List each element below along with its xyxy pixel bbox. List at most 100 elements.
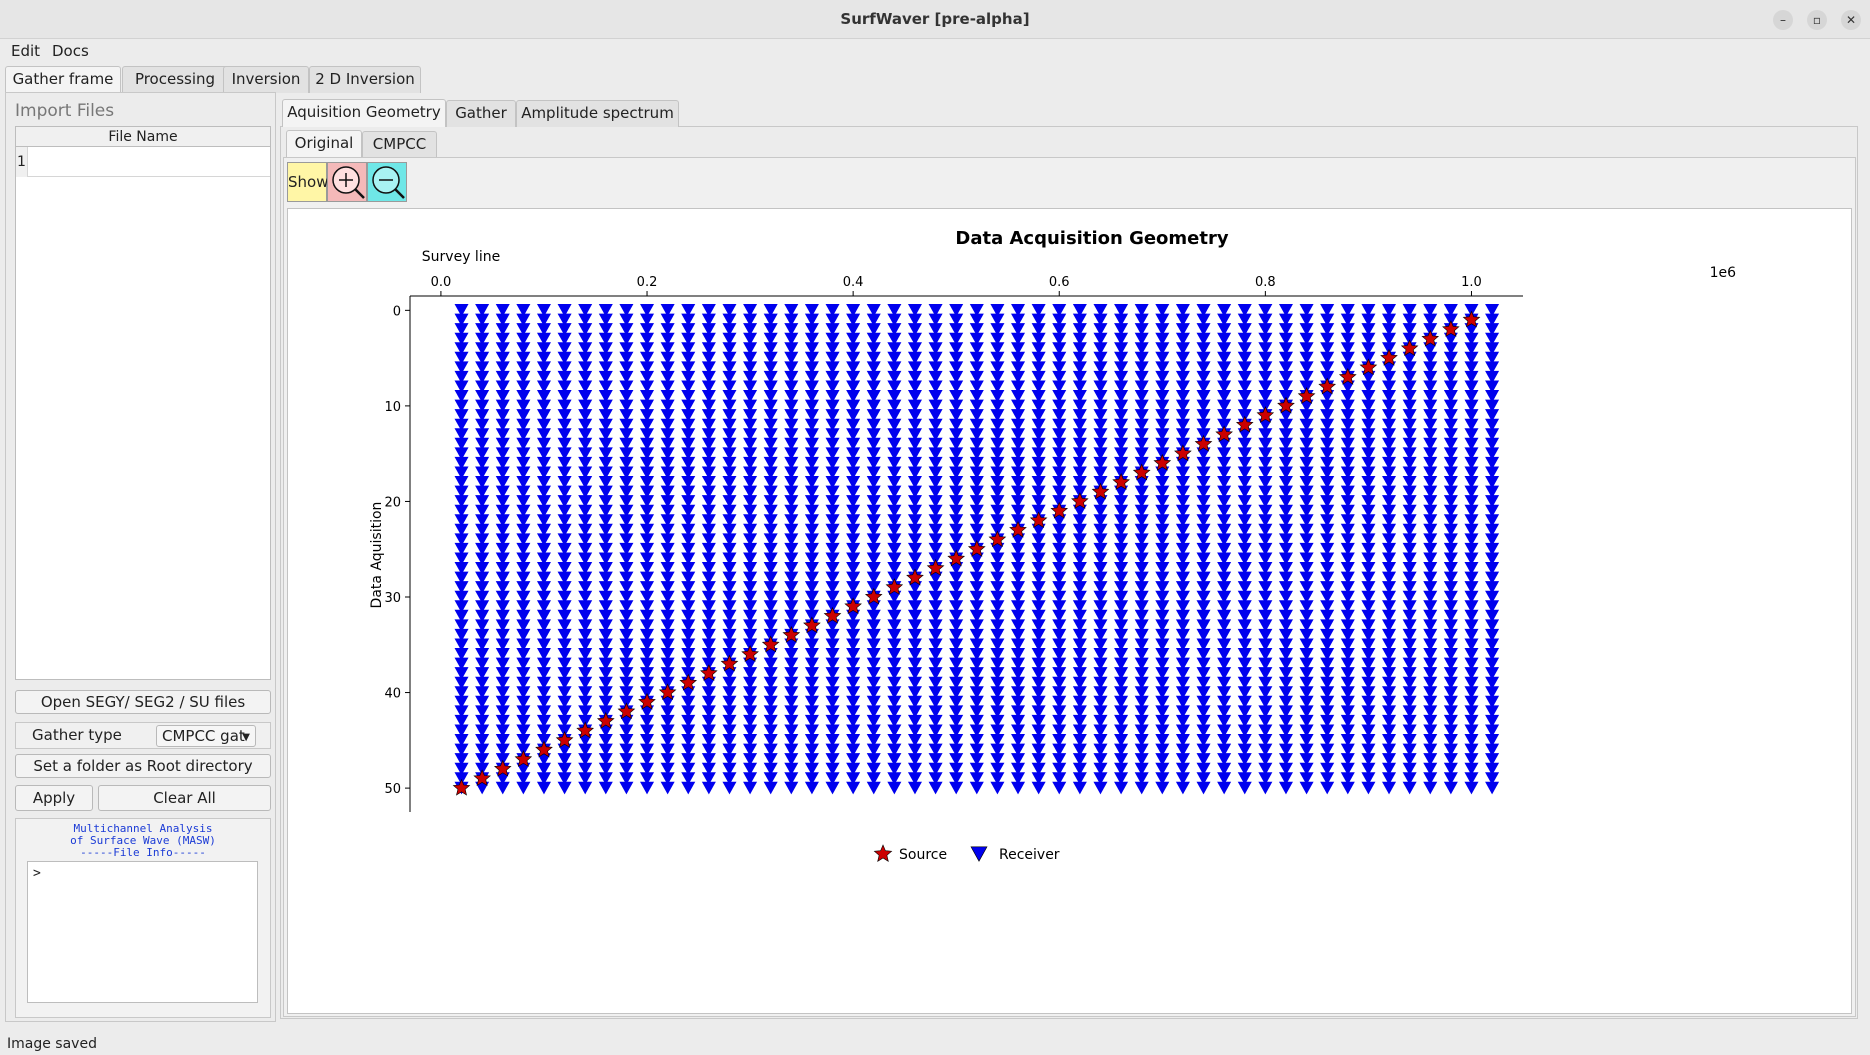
receiver-marker	[763, 657, 778, 671]
file-table[interactable]: File Name 1	[15, 126, 271, 680]
receiver-marker	[1340, 686, 1355, 699]
receiver-marker	[640, 351, 655, 365]
tab-amplitude-spectrum[interactable]: Amplitude spectrum	[516, 100, 679, 127]
receiver-marker	[660, 342, 675, 355]
receiver-marker	[1093, 609, 1108, 623]
receiver-marker	[660, 590, 675, 604]
receiver-marker	[969, 476, 984, 489]
receiver-marker	[1114, 714, 1129, 728]
receiver-marker	[804, 370, 819, 384]
file-name-header[interactable]: File Name	[16, 127, 270, 147]
receiver-marker	[1217, 657, 1232, 671]
receiver-marker	[887, 323, 902, 336]
receiver-marker	[825, 695, 840, 709]
tab-processing[interactable]: Processing	[122, 66, 228, 93]
receiver-marker	[536, 504, 551, 518]
tab-inversion[interactable]: Inversion	[223, 66, 309, 93]
receiver-marker	[454, 447, 469, 460]
receiver-marker	[1134, 380, 1149, 394]
receiver-marker	[907, 351, 922, 365]
gather-type-select[interactable]: CMPCC gat ▼	[156, 725, 256, 747]
receiver-marker	[1052, 648, 1067, 661]
clear-all-button[interactable]: Clear All	[98, 785, 271, 811]
receiver-marker	[1402, 542, 1417, 556]
receiver-marker	[1011, 705, 1026, 718]
receiver-marker	[619, 514, 634, 527]
receiver-marker	[660, 542, 675, 556]
receiver-marker	[1464, 370, 1479, 384]
receiver-marker	[495, 504, 510, 518]
receiver-marker	[640, 437, 655, 451]
receiver-marker	[1175, 686, 1190, 699]
restore-button[interactable]: ▫	[1807, 10, 1827, 30]
minimize-button[interactable]: –	[1773, 10, 1793, 30]
receiver-marker	[1320, 542, 1335, 556]
receiver-marker	[969, 523, 984, 537]
receiver-marker	[1258, 342, 1273, 355]
open-files-button[interactable]: Open SEGY/ SEG2 / SU files	[15, 690, 271, 714]
close-button[interactable]: ✕	[1841, 10, 1861, 30]
receiver-marker	[578, 456, 593, 470]
receiver-marker	[1237, 705, 1252, 718]
receiver-marker	[1258, 600, 1273, 613]
receiver-marker	[1072, 342, 1087, 355]
receiver-marker	[804, 724, 819, 738]
receiver-marker	[1464, 638, 1479, 652]
plot-canvas[interactable]: Data Acquisition Geometry Survey line 1e…	[287, 208, 1852, 1014]
show-button[interactable]: Show	[287, 162, 328, 202]
tab-cmpcc[interactable]: CMPCC	[362, 131, 437, 158]
receiver-marker	[598, 533, 613, 546]
receiver-marker	[1340, 562, 1355, 575]
menu-docs[interactable]: Docs	[52, 42, 89, 60]
receiver-marker	[1196, 781, 1211, 795]
receiver-marker	[1175, 523, 1190, 537]
receiver-marker	[1278, 418, 1293, 432]
zoom-out-button[interactable]	[367, 162, 407, 202]
zoom-in-button[interactable]	[327, 162, 367, 202]
receiver-marker	[949, 638, 964, 652]
receiver-marker	[557, 714, 572, 728]
receiver-marker	[495, 686, 510, 699]
receiver-marker	[949, 762, 964, 776]
receiver-marker	[1278, 676, 1293, 690]
menu-bar: Edit Docs	[0, 39, 1870, 65]
receiver-marker	[1382, 495, 1397, 508]
receiver-marker	[1340, 600, 1355, 613]
receiver-marker	[1299, 399, 1314, 413]
receiver-marker	[784, 581, 799, 594]
receiver-marker	[475, 724, 490, 738]
receiver-marker	[1278, 724, 1293, 738]
tab-original[interactable]: Original	[286, 130, 362, 158]
receiver-marker	[516, 695, 531, 709]
receiver-marker	[578, 485, 593, 499]
receiver-marker	[681, 485, 696, 499]
receiver-marker	[536, 361, 551, 374]
receiver-marker	[1278, 370, 1293, 384]
receiver-marker	[1175, 581, 1190, 594]
receiver-marker	[928, 695, 943, 709]
receiver-marker	[1485, 428, 1500, 441]
receiver-marker	[598, 562, 613, 575]
menu-edit[interactable]: Edit	[11, 42, 41, 60]
tab-2d-inversion[interactable]: 2 D Inversion	[309, 66, 421, 93]
receiver-marker	[578, 504, 593, 518]
receiver-marker	[557, 609, 572, 623]
console-output[interactable]: >	[27, 861, 258, 1003]
receiver-marker	[516, 418, 531, 432]
receiver-marker	[1320, 523, 1335, 537]
receiver-marker	[1093, 724, 1108, 738]
tab-acquisition-geometry[interactable]: Aquisition Geometry	[282, 99, 446, 127]
receiver-marker	[928, 304, 943, 317]
receiver-marker	[1361, 504, 1376, 518]
tab-gather-frame[interactable]: Gather frame	[5, 66, 121, 94]
apply-button[interactable]: Apply	[15, 785, 93, 811]
table-row[interactable]: 1	[16, 147, 270, 177]
set-root-directory-button[interactable]: Set a folder as Root directory	[15, 754, 271, 778]
receiver-marker	[536, 581, 551, 594]
receiver-marker	[1072, 562, 1087, 575]
tab-gather[interactable]: Gather	[446, 100, 516, 127]
receiver-marker	[598, 332, 613, 346]
receiver-marker	[1031, 476, 1046, 489]
receiver-marker	[681, 399, 696, 413]
x-axis-label: Survey line	[422, 249, 500, 265]
